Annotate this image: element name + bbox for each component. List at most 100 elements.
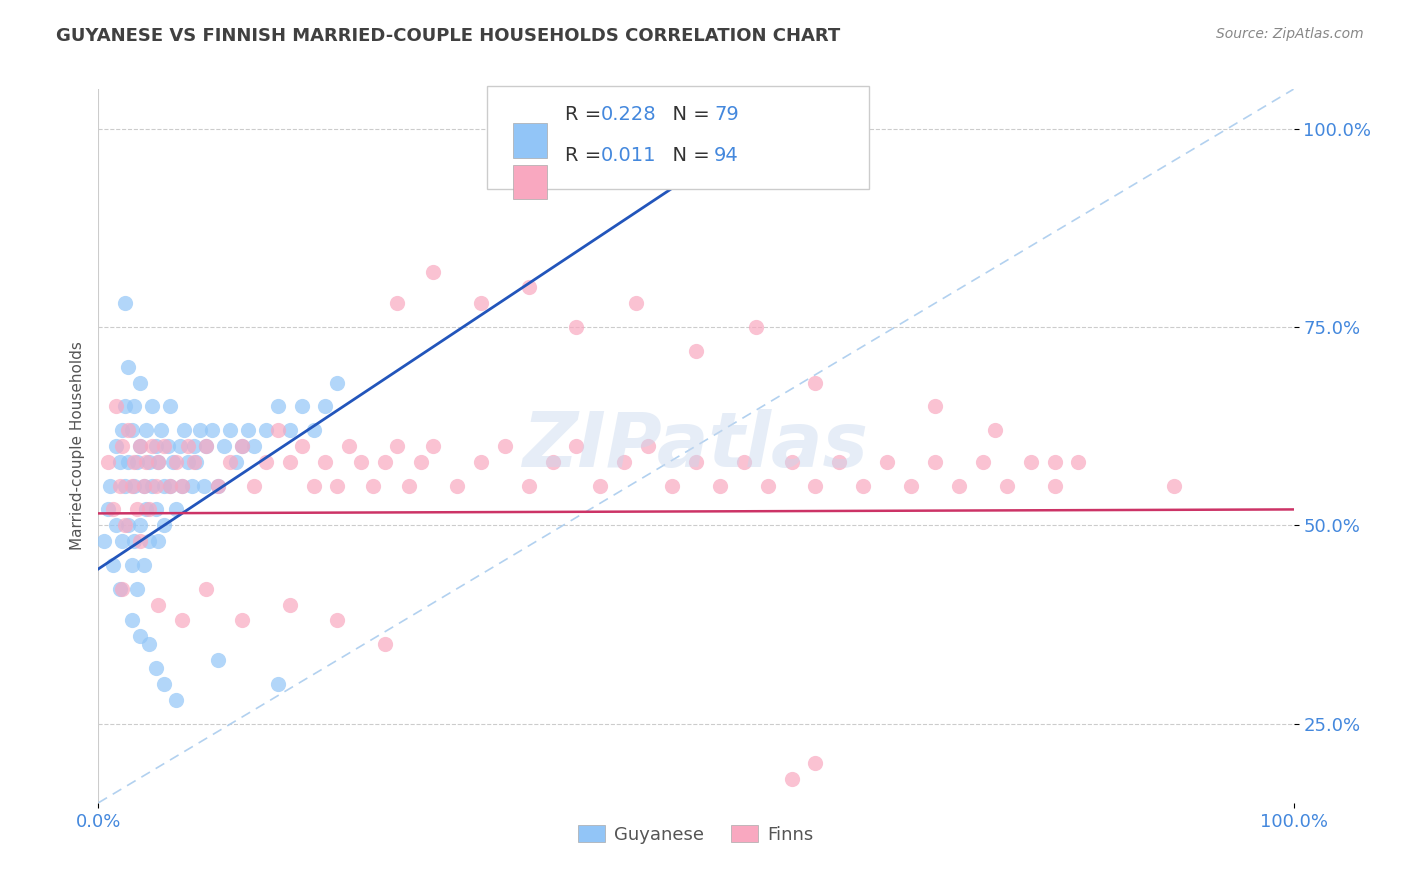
Point <box>291 400 314 414</box>
Point <box>153 677 176 691</box>
Point <box>254 455 277 469</box>
Point <box>374 455 396 469</box>
Point <box>852 478 875 492</box>
Point <box>101 502 124 516</box>
Point <box>177 455 200 469</box>
Point <box>117 423 139 437</box>
Point <box>111 534 134 549</box>
Point <box>243 439 266 453</box>
Point <box>177 439 200 453</box>
Point <box>212 439 235 453</box>
Point <box>470 455 492 469</box>
FancyBboxPatch shape <box>513 123 547 158</box>
Point <box>1163 478 1185 492</box>
Point <box>363 478 385 492</box>
Point <box>188 423 211 437</box>
Point <box>900 478 922 492</box>
Point <box>589 478 612 492</box>
Point <box>804 376 827 390</box>
Point <box>984 423 1007 437</box>
Point <box>138 637 160 651</box>
Point <box>995 478 1018 492</box>
Text: 0.011: 0.011 <box>600 146 655 165</box>
Point <box>135 455 157 469</box>
Point <box>315 455 337 469</box>
FancyBboxPatch shape <box>513 165 547 199</box>
Point <box>148 455 170 469</box>
Point <box>231 614 253 628</box>
Point <box>1067 455 1090 469</box>
Point <box>105 518 128 533</box>
Point <box>153 439 176 453</box>
Point <box>541 455 564 469</box>
Point <box>153 518 176 533</box>
Point <box>165 692 187 706</box>
Point <box>98 478 122 492</box>
Point <box>121 558 143 572</box>
Point <box>219 455 242 469</box>
Point <box>124 534 146 549</box>
Point <box>141 400 163 414</box>
Point <box>162 455 184 469</box>
Point <box>125 455 148 469</box>
Point <box>195 439 218 453</box>
Point <box>149 423 172 437</box>
Point <box>278 423 301 437</box>
Point <box>193 478 215 492</box>
Point <box>159 400 181 414</box>
Point <box>124 455 146 469</box>
Point <box>172 478 194 492</box>
Point <box>141 439 163 453</box>
Point <box>129 534 152 549</box>
Point <box>117 455 139 469</box>
Point <box>97 502 120 516</box>
Point <box>411 455 433 469</box>
Point <box>637 439 659 453</box>
Point <box>138 534 160 549</box>
Point <box>231 439 253 453</box>
Point <box>183 439 205 453</box>
Point <box>117 518 139 533</box>
Point <box>948 478 970 492</box>
Point <box>169 439 191 453</box>
Point <box>129 629 152 643</box>
Point <box>172 614 194 628</box>
Point <box>385 439 409 453</box>
Point <box>132 478 155 492</box>
Point <box>159 478 181 492</box>
Point <box>422 439 444 453</box>
Point <box>613 455 636 469</box>
Point <box>709 478 731 492</box>
Point <box>780 772 803 786</box>
Point <box>114 518 136 533</box>
Point <box>129 518 152 533</box>
Point <box>804 756 827 771</box>
Point <box>125 502 148 516</box>
Point <box>254 423 277 437</box>
Point <box>132 558 155 572</box>
Point <box>231 439 253 453</box>
Point <box>125 582 148 596</box>
Point <box>135 502 157 516</box>
Point <box>326 478 349 492</box>
Point <box>780 455 803 469</box>
Point <box>111 582 134 596</box>
Text: Source: ZipAtlas.com: Source: ZipAtlas.com <box>1216 27 1364 41</box>
Point <box>517 280 540 294</box>
Point <box>398 478 420 492</box>
Point <box>114 478 136 492</box>
Point <box>97 455 120 469</box>
Point <box>105 439 128 453</box>
Point <box>661 478 683 492</box>
Point <box>422 264 444 278</box>
Point <box>924 455 946 469</box>
Point <box>685 455 707 469</box>
Point <box>350 455 373 469</box>
Point <box>494 439 516 453</box>
Legend: Guyanese, Finns: Guyanese, Finns <box>571 818 821 851</box>
Point <box>93 534 115 549</box>
Point <box>124 478 146 492</box>
Point <box>114 296 136 310</box>
Point <box>121 478 143 492</box>
Point <box>114 400 136 414</box>
